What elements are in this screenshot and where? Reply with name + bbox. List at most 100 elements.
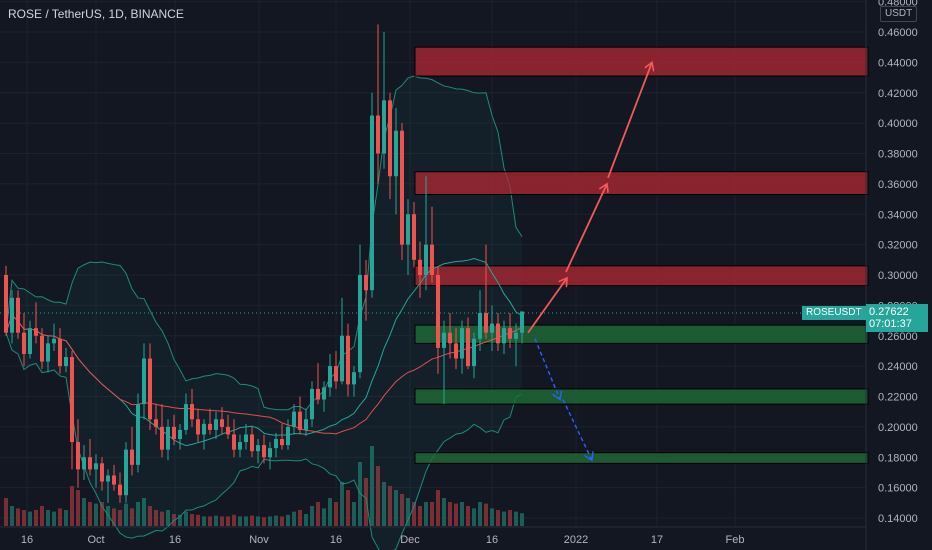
- volume-bar: [34, 510, 38, 526]
- volume-bar: [352, 502, 356, 526]
- volume-bar: [220, 516, 224, 526]
- price-tick-label: 0.14000: [878, 513, 918, 525]
- time-axis-labels: 16 Oct 16 Nov 16 Dec 16 2022 17 Feb: [21, 534, 745, 546]
- candle-body: [112, 475, 116, 485]
- volume-bar: [520, 513, 524, 526]
- candles: [4, 24, 524, 503]
- price-tick-label: 0.32000: [878, 240, 918, 252]
- candle-body: [346, 335, 350, 385]
- volume-bar: [46, 510, 50, 526]
- volume-bar: [226, 516, 230, 526]
- price-tick-label: 0.16000: [878, 483, 918, 495]
- candle-body: [82, 457, 86, 470]
- candle-body: [430, 244, 434, 275]
- candle-body: [298, 411, 302, 430]
- candle-body: [124, 449, 128, 496]
- price-tick-label: 0.40000: [878, 118, 918, 130]
- price-tick-label: 0.46000: [878, 27, 918, 39]
- volume-bar: [10, 506, 14, 526]
- candle-body: [142, 358, 146, 405]
- bollinger-upper: [5, 75, 523, 411]
- candle-body: [502, 328, 506, 344]
- volume-bar: [232, 514, 236, 526]
- candle-body: [70, 357, 74, 443]
- candle-countdown: 07:01:37: [869, 318, 912, 330]
- volume-bar: [166, 510, 170, 526]
- currency-button[interactable]: USDT: [880, 6, 918, 22]
- volume-bar: [346, 490, 350, 526]
- time-tick-label: Nov: [249, 534, 269, 546]
- candle-body: [130, 449, 134, 465]
- volume-bar: [136, 502, 140, 526]
- volume-bar: [118, 510, 122, 526]
- volume-bar: [400, 494, 404, 526]
- volume-bar: [130, 508, 134, 526]
- volume-bar: [22, 510, 26, 526]
- up-arrow: [607, 62, 652, 179]
- volume-bar: [442, 498, 446, 526]
- candle-body: [88, 457, 92, 470]
- price-tick-label: 0.44000: [878, 57, 918, 69]
- projection-arrows: [527, 62, 652, 460]
- candle-body: [358, 275, 362, 373]
- volume-bar: [334, 502, 338, 526]
- candle-body: [370, 115, 374, 291]
- candle-body: [154, 419, 158, 427]
- volume-bar: [436, 490, 440, 526]
- candle-body: [40, 335, 44, 362]
- candle-body: [58, 338, 62, 367]
- volume-bar: [310, 506, 314, 526]
- volume-bar: [58, 508, 62, 526]
- candle-body: [220, 419, 224, 427]
- volume-bar: [514, 511, 518, 526]
- up-arrow: [527, 278, 567, 334]
- candle-body: [226, 426, 230, 435]
- volume-bar: [190, 514, 194, 526]
- candle-body: [412, 214, 416, 260]
- candle-body: [34, 328, 38, 336]
- candle-body: [394, 130, 398, 177]
- candle-body: [256, 445, 260, 452]
- volume-bar: [256, 516, 260, 526]
- volume-bar: [262, 517, 266, 526]
- volume-bar: [508, 510, 512, 526]
- candle-body: [160, 426, 164, 450]
- volume-bar: [376, 466, 380, 526]
- candle-body: [292, 411, 296, 427]
- candle-body: [280, 439, 284, 446]
- volume-bar: [424, 502, 428, 526]
- moving-averages: [5, 258, 523, 447]
- price-tick-label: 0.36000: [878, 179, 918, 191]
- price-tick-label: 0.22000: [878, 392, 918, 404]
- candle-body: [406, 214, 410, 245]
- candle-body: [286, 426, 290, 446]
- candle-body: [400, 130, 404, 245]
- price-tick-label: 0.38000: [878, 149, 918, 161]
- candle-body: [172, 426, 176, 440]
- volume-bar: [196, 514, 200, 526]
- volume-bar: [412, 502, 416, 526]
- candle-body: [478, 312, 482, 339]
- candle-body: [238, 442, 242, 450]
- candle-body: [274, 439, 278, 449]
- volume-bar: [154, 510, 158, 526]
- time-tick-label: 16: [21, 534, 33, 546]
- volume-bar: [364, 478, 368, 526]
- volume-bar: [244, 516, 248, 526]
- support-zone: [414, 452, 869, 464]
- candle-body: [148, 358, 152, 420]
- volume-bar: [124, 503, 128, 526]
- volume-bar: [466, 506, 470, 526]
- volume-bar: [76, 490, 80, 526]
- candle-body: [16, 297, 20, 333]
- bollinger-fill: [6, 75, 522, 550]
- price-axis-labels: 0.14000 0.16000 0.18000 0.20000 0.22000 0.240…: [878, 0, 918, 525]
- volume-bar: [64, 510, 68, 526]
- volume-bar: [388, 486, 392, 526]
- volume-bar: [340, 482, 344, 526]
- candle-body: [304, 419, 308, 430]
- volume-bar: [484, 503, 488, 526]
- candle-body: [424, 244, 428, 275]
- candle-body: [208, 423, 212, 430]
